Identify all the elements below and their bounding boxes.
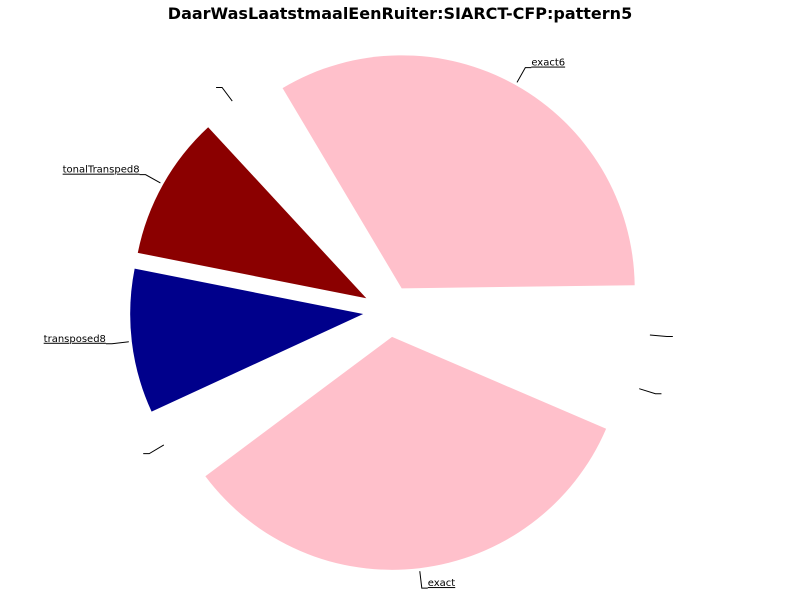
slice-label-transposed8: transposed8	[44, 334, 106, 345]
pie-slice-unlabeled-5	[155, 324, 367, 464]
leader-line-tonalTransped8	[139, 174, 161, 184]
pie-slice-transposed8	[130, 268, 364, 412]
pie-slices	[130, 55, 648, 570]
pie-slice-exact	[205, 336, 607, 570]
leader-line-exact	[419, 571, 428, 589]
leader-line-unlabeled-7	[639, 388, 662, 395]
slice-label-exact6: exact6	[531, 58, 565, 69]
pie-slice-unlabeled-7	[413, 318, 643, 411]
chart-title: DaarWasLaatstmaalEenRuiter:SIARCT-CFP:pa…	[168, 4, 632, 23]
leader-line-unlabeled-2	[216, 86, 233, 102]
leader-line-exact6	[516, 67, 532, 83]
slice-label-tonalTransped8: tonalTransped8	[63, 165, 140, 176]
leader-line-transposed8	[105, 341, 129, 345]
pie-labels: exact6 tonalTransped8 transposed8 exact	[44, 58, 673, 589]
pie-slice-unlabeled-2	[215, 89, 374, 291]
slice-label-exact: exact	[428, 578, 456, 589]
pie-slice-exact6	[282, 55, 635, 289]
pie-slice-unlabeled-0	[414, 310, 648, 359]
pie-slice-tonalTransped8	[137, 127, 367, 299]
leader-line-unlabeled-5	[143, 444, 165, 455]
leader-line-unlabeled-0	[649, 334, 673, 338]
